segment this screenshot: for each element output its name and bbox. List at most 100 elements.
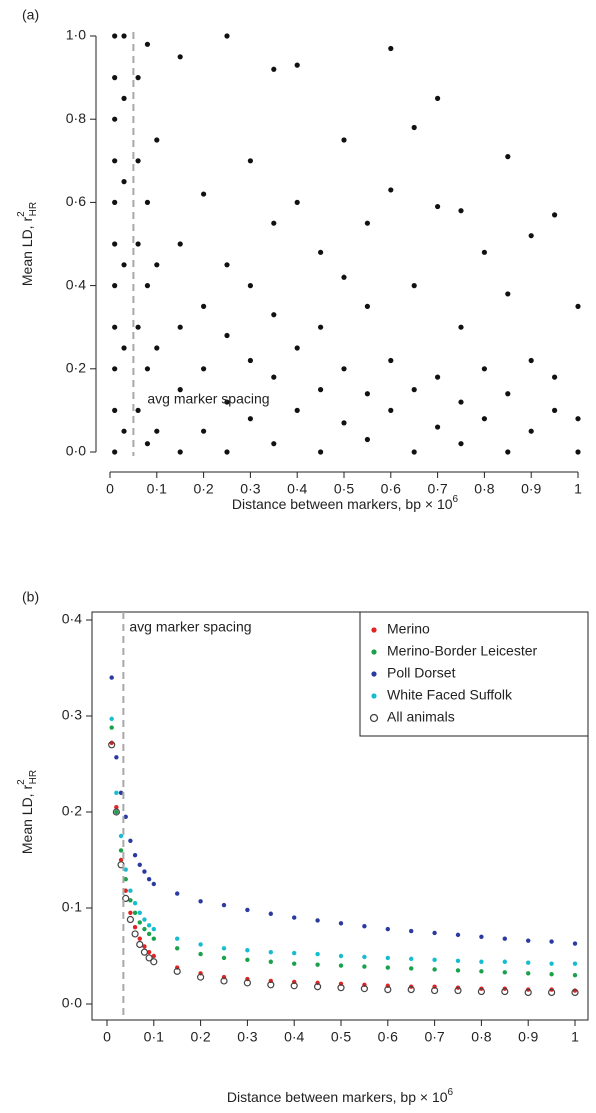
- data-point: [338, 921, 344, 926]
- data-point: [112, 808, 120, 816]
- y-axis-title: Mean LD, r2HR: [16, 770, 39, 854]
- data-point: [132, 901, 138, 906]
- data-point: [571, 988, 579, 997]
- data-point: [121, 262, 127, 268]
- data-point: [121, 95, 127, 101]
- data-point: [479, 959, 484, 964]
- data-point: [114, 805, 119, 810]
- plot-frame: [91, 611, 589, 1021]
- data-point: [528, 428, 534, 434]
- data-point: [177, 54, 183, 60]
- data-point: [198, 942, 203, 947]
- data-point: [432, 957, 437, 963]
- x-tick-label: 0: [103, 1029, 111, 1045]
- data-point: [112, 241, 118, 247]
- data-point: [144, 441, 151, 447]
- data-point: [455, 958, 461, 963]
- data-point: [121, 428, 127, 434]
- x-axis-title: Distance between markers, bp × 106: [232, 494, 459, 512]
- data-point: [411, 283, 417, 289]
- data-point: [198, 899, 203, 904]
- data-point: [552, 212, 558, 218]
- x-tick-label: 0·5: [331, 1029, 351, 1045]
- data-point: [224, 399, 230, 405]
- data-point: [136, 940, 144, 949]
- x-tick-label: 1: [571, 1029, 579, 1045]
- x-tick-label: 0·9: [518, 1029, 538, 1045]
- data-point: [221, 946, 227, 951]
- data-point: [271, 374, 277, 380]
- data-point: [177, 449, 183, 455]
- data-point: [271, 220, 277, 226]
- x-tick-label: 0·4: [287, 481, 307, 497]
- data-point: [271, 441, 277, 447]
- data-point: [547, 988, 556, 997]
- data-point: [154, 345, 160, 351]
- data-point: [502, 959, 507, 964]
- legend-marker: [371, 649, 377, 655]
- data-point: [224, 332, 230, 339]
- data-point: [112, 366, 118, 372]
- data-point: [109, 725, 114, 730]
- data-point: [388, 407, 394, 413]
- data-point: [154, 262, 160, 268]
- data-point: [411, 387, 417, 393]
- data-point: [112, 407, 118, 413]
- data-point: [137, 936, 142, 941]
- data-point: [455, 968, 461, 973]
- data-point: [112, 449, 118, 455]
- data-point: [144, 283, 151, 289]
- y-axis-title-sub: HR: [28, 770, 39, 784]
- data-point: [123, 867, 128, 872]
- data-point: [294, 199, 300, 205]
- y-tick-label: 0·4: [62, 611, 82, 627]
- data-point: [224, 262, 230, 268]
- data-point: [128, 910, 133, 915]
- data-point: [294, 345, 300, 351]
- panel-label: (a): [22, 7, 39, 23]
- data-point: [341, 137, 347, 143]
- y-tick-label: 0·2: [62, 803, 82, 819]
- data-point: [126, 915, 134, 924]
- data-point: [144, 41, 151, 47]
- data-point: [112, 283, 118, 289]
- x-tick-label: 0·7: [427, 481, 447, 497]
- data-point: [132, 925, 138, 930]
- spacing-label: avg marker spacing: [147, 391, 269, 407]
- data-point: [112, 75, 118, 81]
- panel-label: (b): [22, 589, 39, 605]
- data-point: [481, 416, 487, 422]
- x-tick-label: 0·6: [378, 1029, 398, 1045]
- data-point: [388, 357, 394, 364]
- data-point: [575, 416, 581, 422]
- data-point: [549, 972, 554, 977]
- data-point: [315, 962, 320, 967]
- x-tick-label: 0·4: [284, 1029, 304, 1045]
- data-point: [135, 324, 141, 330]
- data-point: [220, 977, 228, 985]
- y-tick-label: 0·6: [66, 193, 86, 209]
- data-point: [385, 965, 390, 970]
- data-point: [481, 249, 487, 255]
- data-point: [123, 888, 128, 893]
- data-point: [458, 441, 464, 447]
- data-point: [108, 741, 116, 749]
- data-point: [132, 853, 138, 858]
- data-point: [271, 312, 277, 318]
- data-point: [431, 986, 439, 995]
- data-point: [112, 116, 118, 122]
- data-point: [154, 428, 160, 434]
- data-point: [477, 987, 485, 996]
- data-point: [144, 199, 151, 205]
- data-point: [142, 926, 147, 932]
- x-tick-label: 0·2: [193, 481, 213, 497]
- data-point: [318, 249, 324, 255]
- y-axis-title-main: Mean LD, r: [19, 217, 35, 287]
- data-point: [435, 374, 441, 380]
- data-point: [121, 345, 127, 351]
- legend-marker: [369, 713, 379, 723]
- x-tick-label: 0: [106, 481, 114, 497]
- data-point: [455, 932, 461, 938]
- data-point: [409, 966, 414, 971]
